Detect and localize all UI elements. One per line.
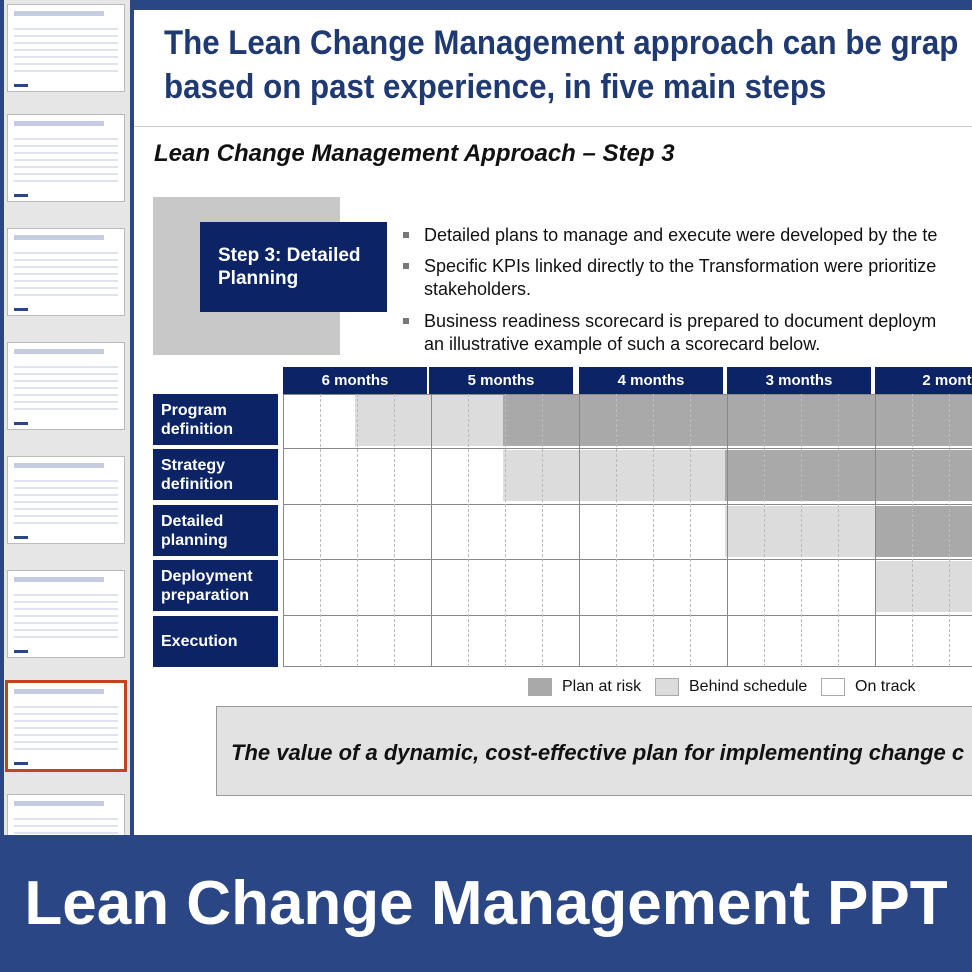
column-line [653, 394, 654, 667]
legend-label: Plan at risk [562, 678, 642, 695]
thumbnail-content [14, 801, 104, 806]
row-label: Deployment preparation [153, 560, 278, 611]
divider [134, 126, 972, 127]
thumbnail[interactable] [7, 114, 125, 202]
thumbnail-content [14, 121, 104, 126]
row-line [283, 448, 972, 449]
thumbnail-content [14, 589, 118, 639]
thumbnail-content [14, 701, 118, 751]
row-line [283, 615, 972, 616]
step-box: Step 3: Detailed Planning [200, 222, 387, 312]
column-line [283, 394, 284, 667]
thumbnail-content [14, 361, 118, 411]
row-label: Program definition [153, 394, 278, 445]
column-line [764, 394, 765, 667]
column-line [394, 394, 395, 667]
status-cell [503, 395, 972, 446]
thumbnail-content [14, 84, 28, 87]
column-line [616, 394, 617, 667]
row-line [283, 504, 972, 505]
column-line [468, 394, 469, 667]
subtitle: Lean Change Management Approach – Step 3 [154, 140, 675, 167]
column-line [690, 394, 691, 667]
thumbnail-content [14, 536, 28, 539]
thumbnail-content [14, 308, 28, 311]
legend-label: On track [855, 678, 916, 695]
legend-swatch [655, 678, 679, 696]
thumbnail-content [14, 235, 104, 240]
thumbnail-content [14, 247, 118, 297]
thumbnail[interactable] [7, 342, 125, 430]
column-line [357, 394, 358, 667]
thumbnail-content [14, 577, 104, 582]
thumbnail-content [14, 813, 118, 835]
column-line [949, 394, 950, 667]
slide: The Lean Change Management approach can … [134, 10, 972, 835]
column-line [912, 394, 913, 667]
column-line [801, 394, 802, 667]
column-header: 2 mont [875, 367, 972, 395]
status-cell [503, 450, 725, 501]
thumbnail-content [14, 349, 104, 354]
bullet-text: Business readiness scorecard is prepared… [402, 311, 937, 331]
column-header: 6 months [283, 367, 427, 395]
column-line [875, 394, 876, 667]
row-label: Execution [153, 616, 278, 667]
column-line [542, 394, 543, 667]
column-line [838, 394, 839, 667]
thumbnail[interactable] [7, 228, 125, 316]
thumbnail[interactable] [7, 794, 125, 835]
status-cell [875, 506, 972, 557]
thumbnail-content [14, 194, 28, 197]
callout-box [216, 706, 972, 796]
column-line [431, 394, 432, 667]
status-cell [355, 395, 503, 446]
bullet-text: Detailed plans to manage and execute wer… [402, 225, 938, 245]
thumbnail[interactable] [7, 4, 125, 92]
row-label: Detailed planning [153, 505, 278, 556]
column-line [320, 394, 321, 667]
banner-title: Lean Change Management PPT [0, 835, 972, 972]
callout-text: The value of a dynamic, cost-effective p… [231, 740, 965, 765]
column-line [579, 394, 580, 667]
legend-swatch [821, 678, 845, 696]
thumbnail-content [14, 11, 104, 16]
slide-title: based on past experience, in five main s… [164, 68, 827, 106]
thumbnail[interactable] [7, 570, 125, 658]
thumbnail-content [14, 475, 118, 525]
status-cell [875, 561, 972, 612]
thumbnail-content [14, 422, 28, 425]
column-line [727, 394, 728, 667]
thumbnail-content [14, 463, 104, 468]
row-line [283, 559, 972, 560]
status-cell [725, 506, 875, 557]
bullet-text: Specific KPIs linked directly to the Tra… [402, 256, 937, 276]
bullet-text: an illustrative example of such a scorec… [424, 334, 821, 354]
slide-title: The Lean Change Management approach can … [164, 24, 959, 62]
thumbnail[interactable] [7, 456, 125, 544]
thumbnail-content [14, 133, 118, 183]
slide-thumbnails [4, 0, 130, 835]
legend-label: Behind schedule [689, 678, 808, 695]
column-header: 3 months [727, 367, 871, 395]
column-header: 4 months [579, 367, 723, 395]
thumbnail[interactable] [5, 680, 127, 772]
thumbnail-content [14, 762, 28, 765]
bullet-text: stakeholders. [424, 279, 532, 299]
column-line [505, 394, 506, 667]
legend-swatch [528, 678, 552, 696]
row-label: Strategy definition [153, 449, 278, 500]
status-cell [725, 450, 972, 501]
thumbnail-content [14, 689, 104, 694]
thumbnail-content [14, 23, 118, 73]
column-header: 5 months [429, 367, 573, 395]
thumbnail-content [14, 650, 28, 653]
